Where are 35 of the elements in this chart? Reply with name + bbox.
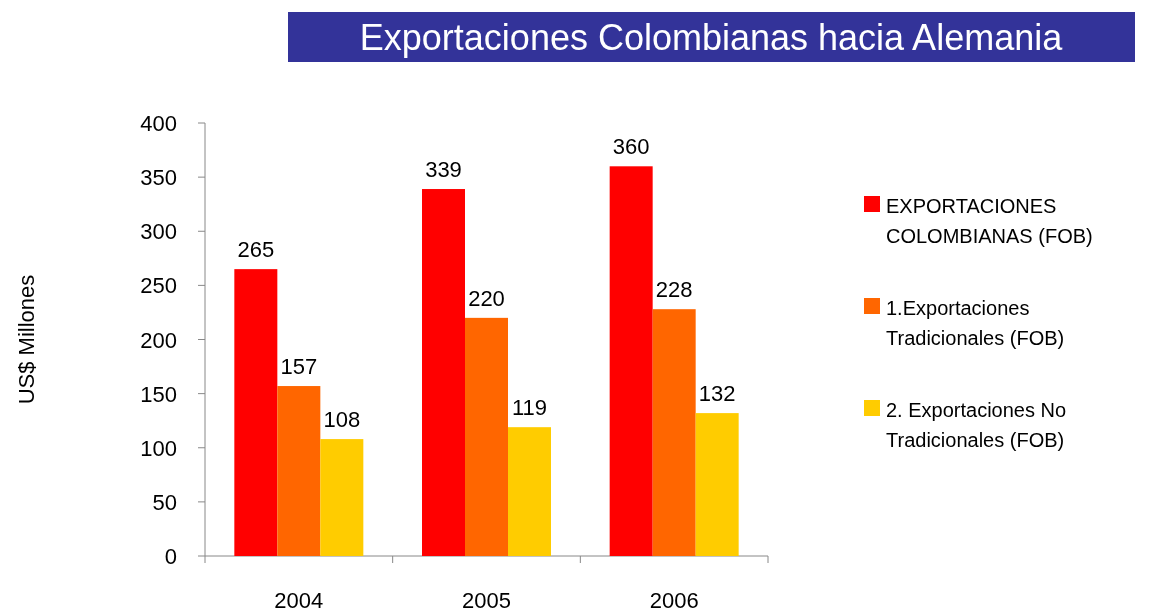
- data-label: 265: [237, 237, 275, 263]
- bar: [652, 309, 696, 556]
- y-tick-label: 200: [140, 327, 177, 353]
- y-tick-label: 300: [140, 219, 177, 245]
- data-label: 132: [698, 381, 736, 407]
- data-label: 360: [612, 134, 650, 160]
- x-tick-label: 2005: [462, 588, 511, 612]
- y-tick-label: 0: [164, 544, 177, 569]
- y-tick-label: 400: [140, 111, 177, 136]
- y-tick-label: 50: [152, 489, 177, 515]
- bar: [277, 386, 321, 556]
- bar: [508, 427, 551, 556]
- data-label: 339: [425, 157, 462, 183]
- bar: [465, 317, 508, 556]
- data-label: 157: [280, 354, 318, 380]
- bar: [695, 413, 739, 556]
- chart-title: Exportaciones Colombianas hacia Alemania: [359, 17, 1064, 58]
- data-label: 108: [323, 407, 361, 433]
- y-tick-label: 100: [140, 435, 177, 461]
- y-tick-label: 350: [140, 165, 177, 191]
- y-tick-label: 250: [140, 273, 177, 299]
- y-axis-title: US$ Millones: [14, 274, 39, 405]
- legend-label: 1.Exportaciones Tradicionales (FOB): [886, 297, 1065, 349]
- y-tick-label: 150: [140, 381, 177, 407]
- bar: [609, 166, 653, 556]
- bar: [320, 439, 364, 556]
- bar: [234, 269, 278, 556]
- data-label: 119: [511, 395, 548, 421]
- data-label: 228: [655, 277, 693, 303]
- legend-label: EXPORTACIONES COLOMBIANAS (FOB): [886, 195, 1093, 247]
- legend-label: 2. Exportaciones No Tradicionales (FOB): [886, 399, 1067, 451]
- x-tick-label: 2004: [274, 588, 324, 612]
- bar: [422, 189, 465, 556]
- x-tick-label: 2006: [649, 588, 699, 612]
- data-label: 220: [468, 285, 505, 311]
